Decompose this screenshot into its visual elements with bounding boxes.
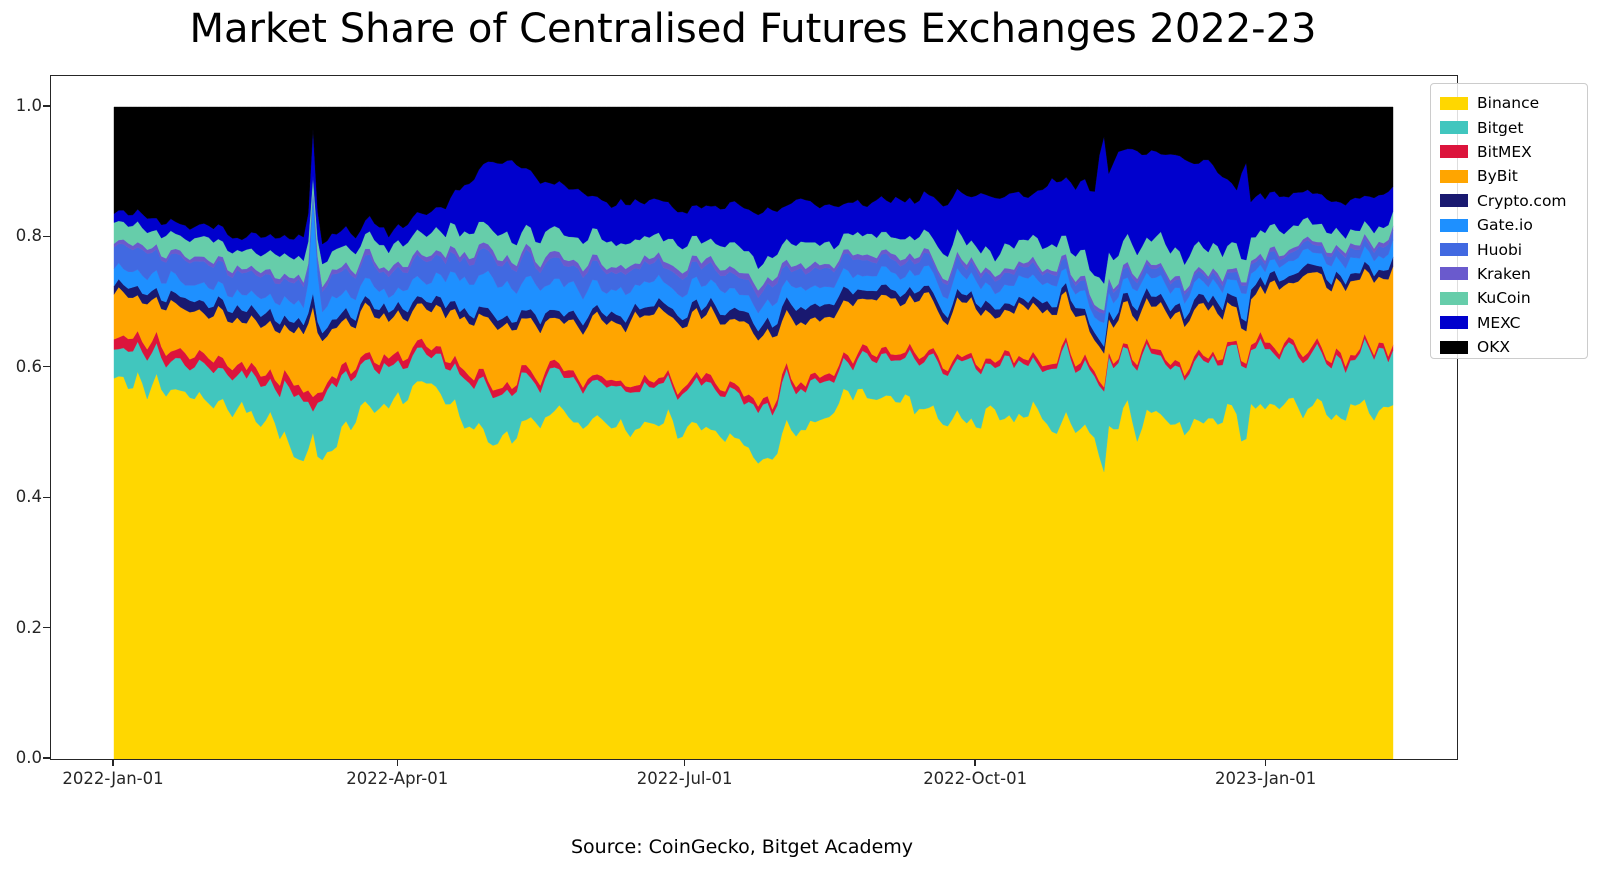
y-tick-mark	[43, 757, 50, 759]
y-tick-mark	[43, 496, 50, 498]
x-tick-mark	[683, 759, 686, 767]
plot-area	[50, 75, 1458, 760]
x-tick-label: 2022-Apr-01	[346, 769, 449, 788]
y-tick-mark	[43, 235, 50, 238]
y-tick-label: 0.6	[15, 356, 42, 376]
legend-label: Gate.io	[1477, 216, 1533, 235]
legend-item-huobi: Huobi	[1440, 237, 1587, 261]
y-tick-label: 0.0	[15, 748, 42, 767]
legend-item-binance: Binance	[1440, 91, 1587, 115]
legend-label: ByBit	[1477, 167, 1518, 186]
legend-label: Bitget	[1477, 118, 1524, 137]
y-tick-label: 0.8	[15, 226, 42, 246]
legend-swatch-kucoin	[1440, 291, 1468, 305]
x-tick-mark	[1264, 759, 1267, 767]
legend: Binance Bitget BitMEX ByBit Crypto.com Gate.i…	[1430, 83, 1588, 359]
legend-label: KuCoin	[1477, 289, 1531, 308]
legend-swatch-huobi	[1440, 243, 1468, 257]
legend-item-bitget: Bitget	[1440, 115, 1587, 139]
legend-item-mexc: MEXC	[1440, 311, 1587, 335]
legend-label: OKX	[1477, 338, 1510, 357]
legend-item-bitmex: BitMEX	[1440, 140, 1587, 164]
legend-swatch-bitmex	[1440, 145, 1468, 159]
legend-swatch-crypto-com	[1440, 194, 1468, 208]
legend-item-crypto-com: Crypto.com	[1440, 189, 1587, 213]
area-series-okx	[113, 106, 1394, 245]
y-tick-label: 0.2	[15, 617, 42, 637]
legend-label: Binance	[1477, 94, 1540, 113]
x-tick-label: 2022-Jul-01	[636, 769, 733, 788]
y-tick-label: 0.4	[15, 487, 42, 507]
legend-swatch-bybit	[1440, 169, 1468, 183]
y-tick-mark	[43, 366, 50, 368]
legend-item-bybit: ByBit	[1440, 164, 1587, 188]
legend-item-okx: OKX	[1440, 335, 1587, 359]
legend-swatch-gate-io	[1440, 218, 1468, 232]
x-tick-label: 2022-Jan-01	[62, 769, 164, 788]
legend-swatch-bitget	[1440, 121, 1468, 135]
legend-item-kucoin: KuCoin	[1440, 286, 1587, 310]
x-tick-mark	[396, 759, 398, 767]
legend-item-kraken: Kraken	[1440, 262, 1587, 286]
legend-item-gate-io: Gate.io	[1440, 213, 1587, 237]
x-tick-label: 2023-Jan-01	[1215, 769, 1317, 788]
legend-label: Huobi	[1477, 240, 1523, 259]
y-tick-mark	[43, 105, 50, 107]
legend-swatch-binance	[1440, 96, 1468, 110]
legend-swatch-kraken	[1440, 267, 1468, 281]
source-caption: Source: CoinGecko, Bitget Academy	[570, 836, 914, 858]
stacked-area-chart	[113, 106, 1394, 759]
legend-swatch-mexc	[1440, 316, 1468, 330]
chart-title: Market Share of Centralised Futures Exch…	[189, 6, 1317, 52]
x-tick-label: 2022-Oct-01	[923, 769, 1028, 788]
x-tick-mark	[112, 759, 114, 767]
y-tick-label: 1.0	[15, 96, 42, 115]
legend-swatch-okx	[1440, 340, 1468, 354]
legend-label: Crypto.com	[1477, 191, 1567, 210]
legend-label: MEXC	[1477, 313, 1521, 332]
legend-label: Kraken	[1477, 264, 1531, 283]
legend-label: BitMEX	[1477, 142, 1532, 161]
y-tick-mark	[43, 626, 50, 629]
x-tick-mark	[974, 759, 976, 767]
